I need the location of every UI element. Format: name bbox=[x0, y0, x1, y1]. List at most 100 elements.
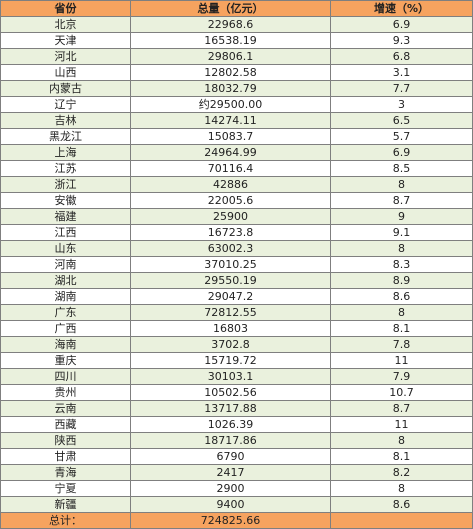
cell-total: 42886 bbox=[130, 176, 331, 193]
table-row: 云南 13717.88 8.7 bbox=[0, 400, 473, 417]
cell-growth: 6.9 bbox=[330, 144, 473, 161]
table-row: 重庆 15719.72 11 bbox=[0, 352, 473, 369]
cell-total: 15083.7 bbox=[130, 128, 331, 145]
cell-growth: 9.3 bbox=[330, 32, 473, 49]
cell-province: 湖北 bbox=[0, 272, 131, 289]
cell-growth: 11 bbox=[330, 416, 473, 433]
cell-province: 江西 bbox=[0, 224, 131, 241]
cell-province: 河南 bbox=[0, 256, 131, 273]
cell-total: 22005.6 bbox=[130, 192, 331, 209]
cell-growth: 8.1 bbox=[330, 320, 473, 337]
cell-total: 2900 bbox=[130, 480, 331, 497]
cell-total: 12802.58 bbox=[130, 64, 331, 81]
cell-province: 西藏 bbox=[0, 416, 131, 433]
cell-province: 黑龙江 bbox=[0, 128, 131, 145]
cell-growth: 8 bbox=[330, 304, 473, 321]
table-row: 湖北 29550.19 8.9 bbox=[0, 272, 473, 289]
cell-total: 29806.1 bbox=[130, 48, 331, 65]
table-row: 上海 24964.99 6.9 bbox=[0, 144, 473, 161]
table-row: 广西 16803 8.1 bbox=[0, 320, 473, 337]
cell-province: 安徽 bbox=[0, 192, 131, 209]
cell-province: 甘肃 bbox=[0, 448, 131, 465]
cell-province: 湖南 bbox=[0, 288, 131, 305]
cell-province: 山西 bbox=[0, 64, 131, 81]
cell-province: 江苏 bbox=[0, 160, 131, 177]
cell-growth: 6.9 bbox=[330, 16, 473, 33]
cell-growth: 7.8 bbox=[330, 336, 473, 353]
cell-growth: 8.6 bbox=[330, 288, 473, 305]
table-row: 甘肃 6790 8.1 bbox=[0, 448, 473, 465]
cell-province: 上海 bbox=[0, 144, 131, 161]
footer-growth bbox=[330, 512, 473, 529]
table-row: 北京 22968.6 6.9 bbox=[0, 16, 473, 33]
cell-total: 10502.56 bbox=[130, 384, 331, 401]
cell-growth: 6.8 bbox=[330, 48, 473, 65]
cell-province: 福建 bbox=[0, 208, 131, 225]
cell-province: 贵州 bbox=[0, 384, 131, 401]
table-row: 贵州 10502.56 10.7 bbox=[0, 384, 473, 401]
cell-growth: 9 bbox=[330, 208, 473, 225]
cell-province: 重庆 bbox=[0, 352, 131, 369]
cell-growth: 8.3 bbox=[330, 256, 473, 273]
footer-label: 总计： bbox=[0, 512, 131, 529]
table-header: 省份 总量（亿元） 增速（%） bbox=[0, 0, 473, 17]
table-row: 广东 72812.55 8 bbox=[0, 304, 473, 321]
cell-total: 70116.4 bbox=[130, 160, 331, 177]
cell-total: 29550.19 bbox=[130, 272, 331, 289]
cell-growth: 8.7 bbox=[330, 192, 473, 209]
cell-growth: 7.9 bbox=[330, 368, 473, 385]
table-row: 天津 16538.19 9.3 bbox=[0, 32, 473, 49]
table-row: 福建 25900 9 bbox=[0, 208, 473, 225]
cell-total: 1026.39 bbox=[130, 416, 331, 433]
table-row: 海南 3702.8 7.8 bbox=[0, 336, 473, 353]
cell-growth: 8.2 bbox=[330, 464, 473, 481]
table-row: 浙江 42886 8 bbox=[0, 176, 473, 193]
cell-total: 18032.79 bbox=[130, 80, 331, 97]
cell-growth: 11 bbox=[330, 352, 473, 369]
table-row: 吉林 14274.11 6.5 bbox=[0, 112, 473, 129]
cell-province: 陕西 bbox=[0, 432, 131, 449]
cell-province: 河北 bbox=[0, 48, 131, 65]
header-growth: 增速（%） bbox=[330, 0, 473, 17]
table-row: 山西 12802.58 3.1 bbox=[0, 64, 473, 81]
cell-total: 16803 bbox=[130, 320, 331, 337]
cell-growth: 8 bbox=[330, 176, 473, 193]
table-row: 江苏 70116.4 8.5 bbox=[0, 160, 473, 177]
cell-province: 新疆 bbox=[0, 496, 131, 513]
cell-total: 16723.8 bbox=[130, 224, 331, 241]
header-total: 总量（亿元） bbox=[130, 0, 331, 17]
cell-growth: 8 bbox=[330, 240, 473, 257]
cell-growth: 5.7 bbox=[330, 128, 473, 145]
cell-province: 云南 bbox=[0, 400, 131, 417]
table-row: 山东 63002.3 8 bbox=[0, 240, 473, 257]
cell-total: 14274.11 bbox=[130, 112, 331, 129]
table-row: 宁夏 2900 8 bbox=[0, 480, 473, 497]
table-row: 安徽 22005.6 8.7 bbox=[0, 192, 473, 209]
cell-growth: 8.9 bbox=[330, 272, 473, 289]
table-row: 辽宁 约29500.00 3 bbox=[0, 96, 473, 113]
cell-total: 9400 bbox=[130, 496, 331, 513]
table-row: 河南 37010.25 8.3 bbox=[0, 256, 473, 273]
table-row: 湖南 29047.2 8.6 bbox=[0, 288, 473, 305]
footer-row: 总计： 724825.66 bbox=[0, 512, 473, 529]
table-row: 青海 2417 8.2 bbox=[0, 464, 473, 481]
cell-province: 四川 bbox=[0, 368, 131, 385]
cell-total: 2417 bbox=[130, 464, 331, 481]
cell-growth: 8 bbox=[330, 480, 473, 497]
cell-total: 37010.25 bbox=[130, 256, 331, 273]
cell-growth: 8.7 bbox=[330, 400, 473, 417]
cell-total: 18717.86 bbox=[130, 432, 331, 449]
header-province: 省份 bbox=[0, 0, 131, 17]
cell-growth: 10.7 bbox=[330, 384, 473, 401]
cell-growth: 7.7 bbox=[330, 80, 473, 97]
cell-growth: 3 bbox=[330, 96, 473, 113]
cell-province: 广东 bbox=[0, 304, 131, 321]
cell-total: 63002.3 bbox=[130, 240, 331, 257]
cell-total: 24964.99 bbox=[130, 144, 331, 161]
cell-total: 22968.6 bbox=[130, 16, 331, 33]
cell-total: 29047.2 bbox=[130, 288, 331, 305]
cell-total: 13717.88 bbox=[130, 400, 331, 417]
cell-province: 辽宁 bbox=[0, 96, 131, 113]
header-row: 省份 总量（亿元） 增速（%） bbox=[0, 0, 473, 17]
cell-total: 30103.1 bbox=[130, 368, 331, 385]
